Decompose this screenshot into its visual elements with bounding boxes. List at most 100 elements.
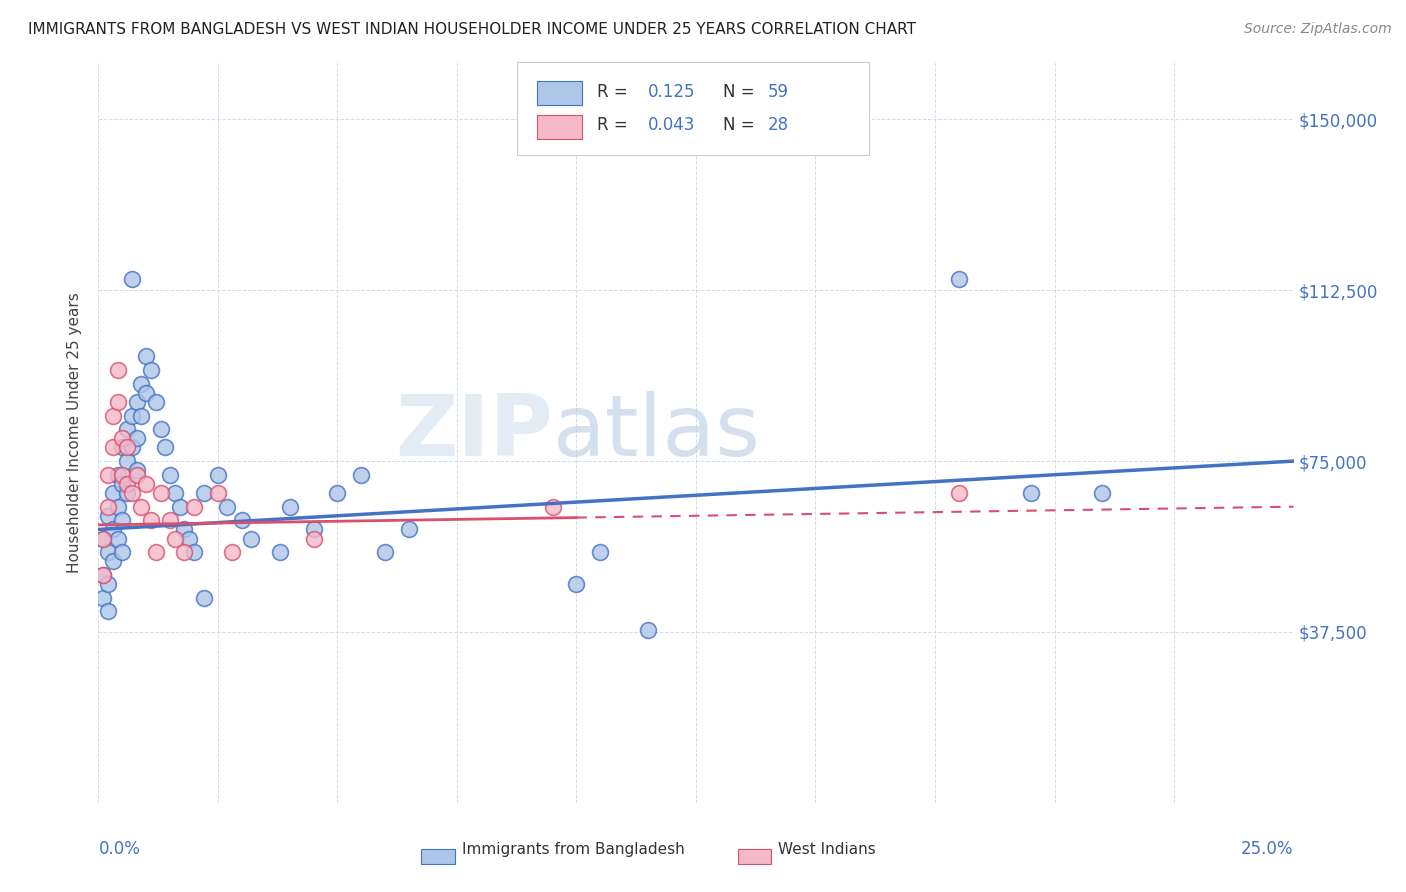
Point xyxy=(589,545,612,559)
Point xyxy=(231,513,253,527)
Text: 0.0%: 0.0% xyxy=(98,840,141,858)
Point xyxy=(125,463,148,477)
Point xyxy=(97,604,120,618)
Point xyxy=(135,349,157,363)
Point xyxy=(125,467,148,482)
Point xyxy=(135,476,157,491)
Text: 25.0%: 25.0% xyxy=(1241,840,1294,858)
Point xyxy=(131,409,153,423)
Point xyxy=(121,272,143,286)
Point xyxy=(111,545,134,559)
Point xyxy=(125,395,148,409)
Point xyxy=(115,486,138,500)
Point xyxy=(101,554,124,568)
Point xyxy=(302,523,325,537)
Point xyxy=(269,545,291,559)
Point xyxy=(217,500,239,514)
Point xyxy=(221,545,243,559)
Point xyxy=(107,395,129,409)
FancyBboxPatch shape xyxy=(537,115,582,138)
FancyBboxPatch shape xyxy=(537,81,582,104)
Text: 59: 59 xyxy=(768,83,789,101)
Point xyxy=(131,376,153,391)
FancyBboxPatch shape xyxy=(738,849,772,864)
Point xyxy=(125,431,148,445)
Point xyxy=(541,500,564,514)
Point xyxy=(1091,486,1114,500)
Point xyxy=(193,591,215,605)
Point xyxy=(115,441,138,455)
Point xyxy=(97,508,120,523)
FancyBboxPatch shape xyxy=(422,849,454,864)
Point xyxy=(398,523,420,537)
Point xyxy=(97,577,120,591)
Point xyxy=(159,513,181,527)
Text: 0.043: 0.043 xyxy=(648,116,696,135)
Y-axis label: Householder Income Under 25 years: Householder Income Under 25 years xyxy=(67,293,83,573)
Text: IMMIGRANTS FROM BANGLADESH VS WEST INDIAN HOUSEHOLDER INCOME UNDER 25 YEARS CORR: IMMIGRANTS FROM BANGLADESH VS WEST INDIA… xyxy=(28,22,917,37)
Point xyxy=(91,532,114,546)
Point xyxy=(121,441,143,455)
Point xyxy=(145,395,167,409)
Point xyxy=(149,422,172,436)
Point xyxy=(101,486,124,500)
Text: West Indians: West Indians xyxy=(779,842,876,857)
Point xyxy=(565,577,588,591)
Point xyxy=(302,532,325,546)
Point xyxy=(278,500,301,514)
Point xyxy=(121,486,143,500)
Point xyxy=(1019,486,1042,500)
Point xyxy=(115,422,138,436)
Point xyxy=(326,486,349,500)
Point xyxy=(350,467,373,482)
Point xyxy=(107,363,129,377)
Point xyxy=(149,486,172,500)
Point xyxy=(97,545,120,559)
Point xyxy=(173,523,195,537)
Point xyxy=(111,513,134,527)
Point xyxy=(145,545,167,559)
Point xyxy=(101,409,124,423)
Text: R =: R = xyxy=(596,83,633,101)
Point xyxy=(107,467,129,482)
Text: ZIP: ZIP xyxy=(395,391,553,475)
Text: atlas: atlas xyxy=(553,391,761,475)
FancyBboxPatch shape xyxy=(517,62,869,155)
Point xyxy=(173,545,195,559)
Point xyxy=(131,500,153,514)
Point xyxy=(637,623,659,637)
Point xyxy=(207,467,229,482)
Point xyxy=(183,545,205,559)
Point xyxy=(101,441,124,455)
Point xyxy=(139,513,162,527)
Point xyxy=(111,467,134,482)
Point xyxy=(91,532,114,546)
Point xyxy=(139,363,162,377)
Text: N =: N = xyxy=(724,116,761,135)
Point xyxy=(155,441,177,455)
Point xyxy=(169,500,191,514)
Point xyxy=(91,568,114,582)
Point xyxy=(240,532,263,546)
Point xyxy=(107,532,129,546)
Point xyxy=(121,409,143,423)
Point xyxy=(207,486,229,500)
Text: 0.125: 0.125 xyxy=(648,83,696,101)
Point xyxy=(111,476,134,491)
Point xyxy=(193,486,215,500)
Point xyxy=(948,486,970,500)
Point xyxy=(163,532,186,546)
Point xyxy=(374,545,396,559)
Point xyxy=(101,523,124,537)
Text: Source: ZipAtlas.com: Source: ZipAtlas.com xyxy=(1244,22,1392,37)
Point xyxy=(111,441,134,455)
Text: 28: 28 xyxy=(768,116,789,135)
Point xyxy=(91,591,114,605)
Point xyxy=(163,486,186,500)
Point xyxy=(115,454,138,468)
Text: R =: R = xyxy=(596,116,633,135)
Text: Immigrants from Bangladesh: Immigrants from Bangladesh xyxy=(461,842,685,857)
Point xyxy=(183,500,205,514)
Point xyxy=(179,532,201,546)
Point xyxy=(111,431,134,445)
